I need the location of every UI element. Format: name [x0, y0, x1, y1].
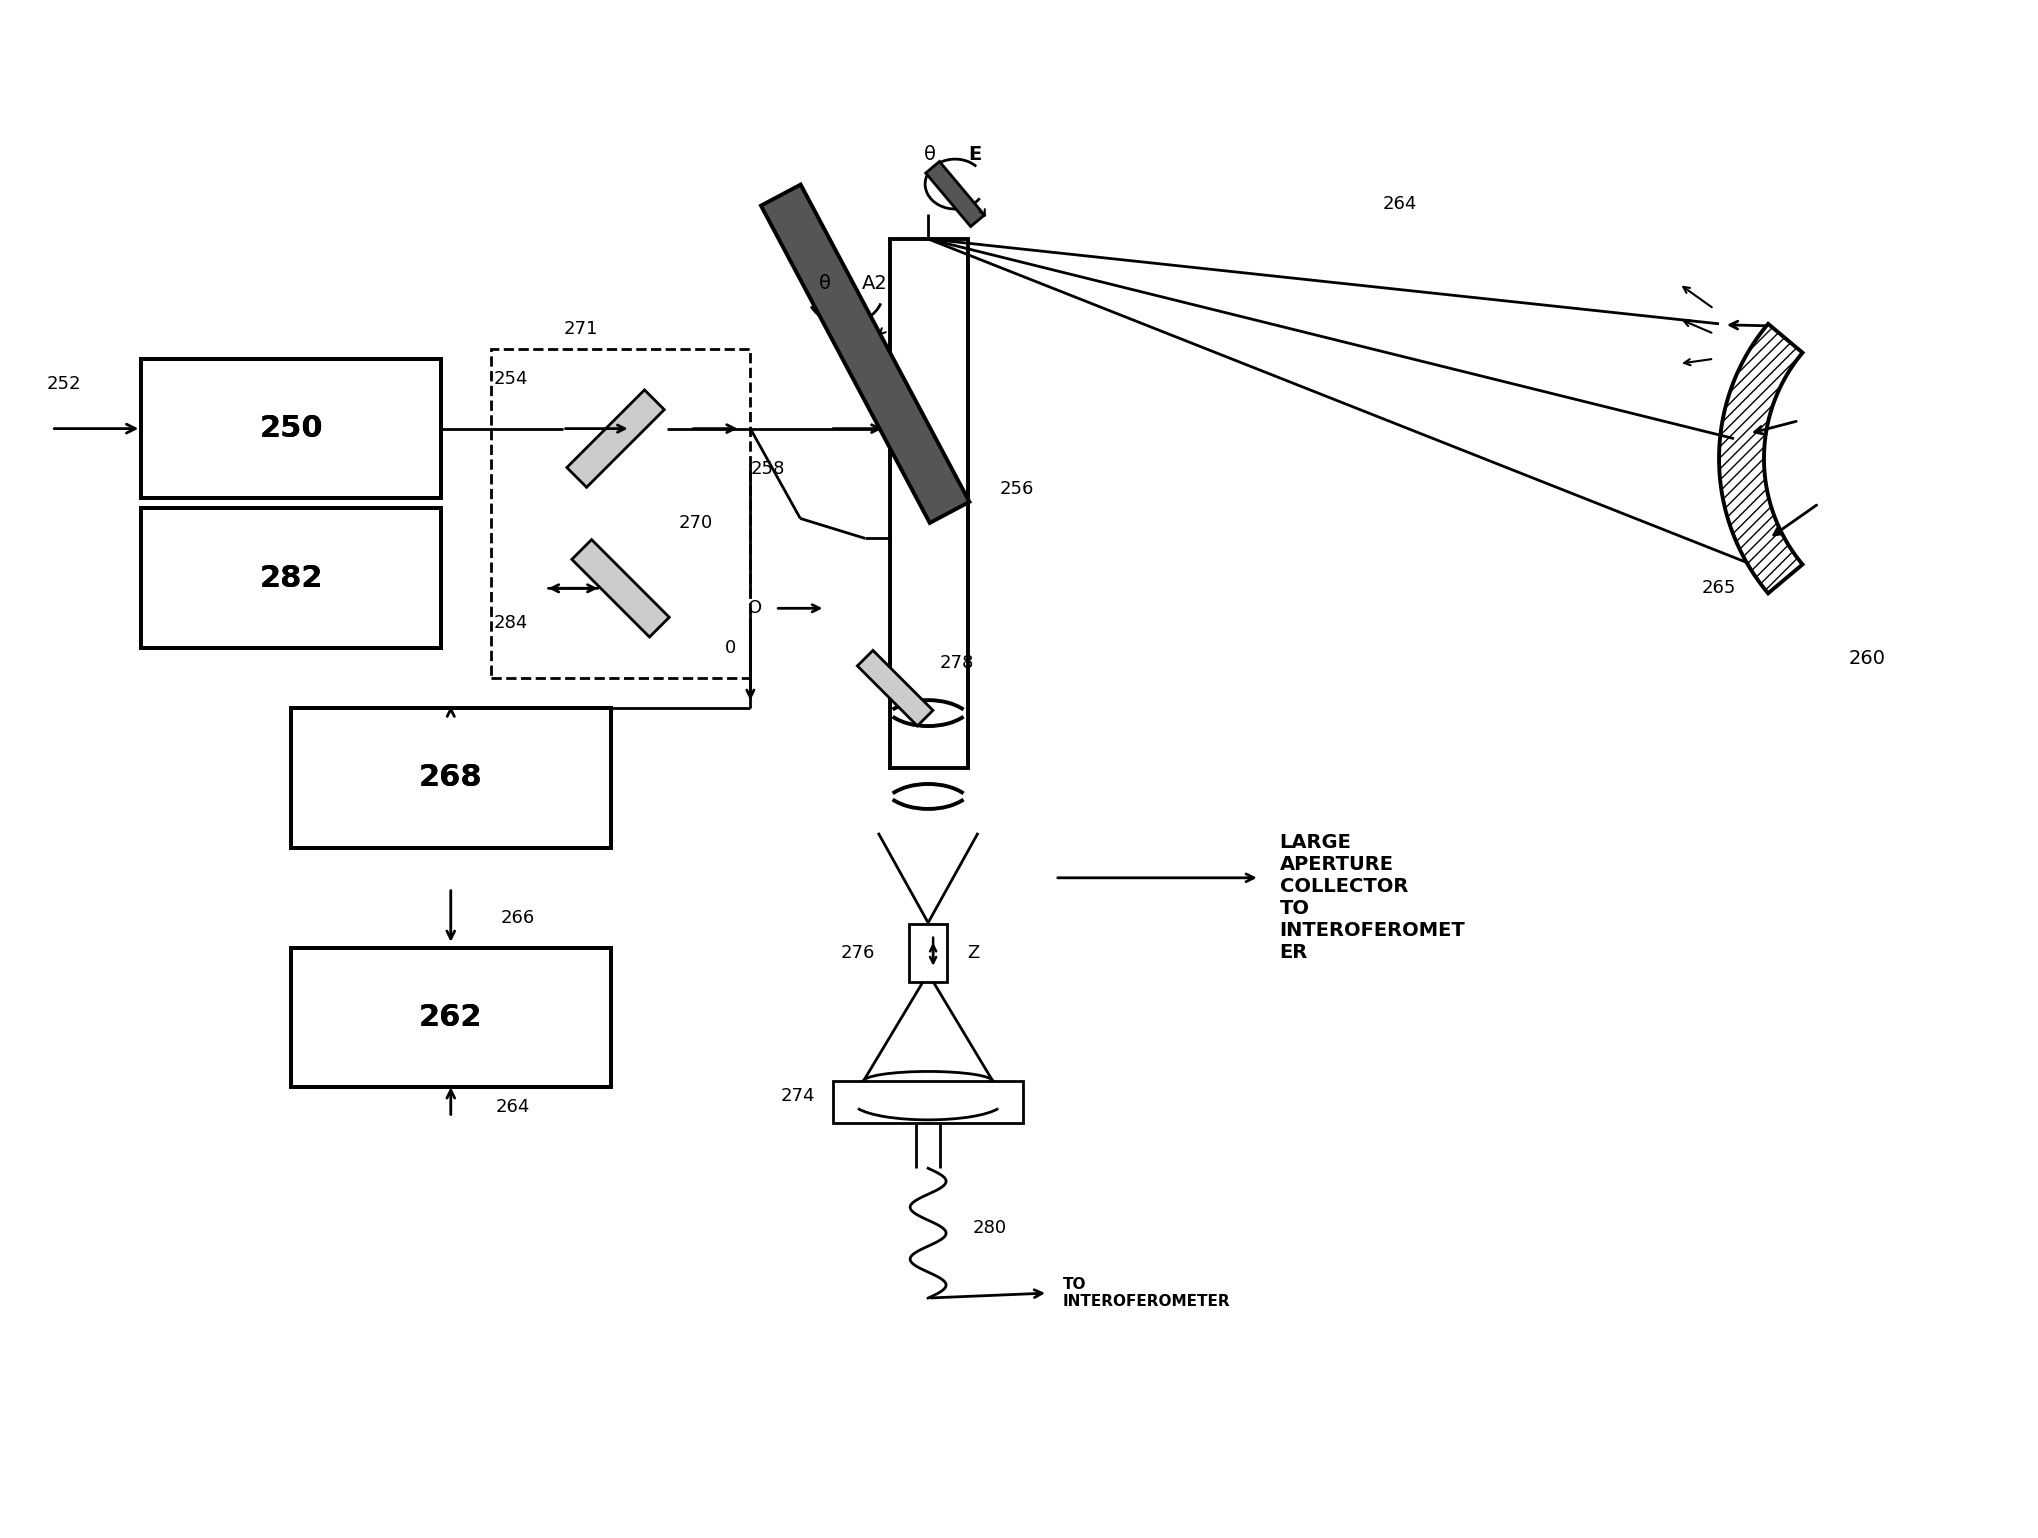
Text: 270: 270 — [679, 514, 713, 532]
Text: 274: 274 — [781, 1087, 815, 1106]
Text: 265: 265 — [1702, 580, 1736, 597]
Bar — [291, 707, 611, 847]
Text: θ: θ — [819, 274, 832, 294]
Bar — [141, 509, 440, 647]
Polygon shape — [925, 161, 984, 226]
Text: 258: 258 — [750, 460, 785, 477]
Text: 268: 268 — [420, 763, 483, 792]
Bar — [291, 947, 611, 1087]
Text: O: O — [748, 600, 762, 617]
Text: 266: 266 — [501, 909, 534, 927]
Text: 264: 264 — [495, 1098, 530, 1117]
Bar — [891, 238, 968, 767]
Text: 280: 280 — [972, 1220, 1007, 1237]
Text: 256: 256 — [1001, 480, 1035, 497]
Text: 254: 254 — [493, 369, 528, 388]
Bar — [491, 349, 750, 678]
Text: 268: 268 — [420, 763, 483, 792]
Bar — [141, 358, 440, 498]
Text: E: E — [968, 145, 982, 163]
Bar — [291, 707, 611, 847]
Text: 250: 250 — [259, 414, 322, 443]
Text: LARGE
APERTURE
COLLECTOR
TO
INTEROFEROMET
ER: LARGE APERTURE COLLECTOR TO INTEROFEROME… — [1280, 834, 1465, 963]
Bar — [834, 1081, 1023, 1123]
Bar — [291, 947, 611, 1087]
Polygon shape — [573, 540, 668, 637]
Text: 282: 282 — [259, 564, 322, 592]
Polygon shape — [567, 391, 664, 488]
Text: θ: θ — [923, 145, 935, 163]
Text: A2: A2 — [862, 274, 889, 294]
Text: 264: 264 — [1382, 195, 1416, 214]
Text: TO
INTEROFEROMETER: TO INTEROFEROMETER — [1064, 1277, 1231, 1309]
Text: 278: 278 — [940, 654, 974, 672]
Bar — [141, 358, 440, 498]
Bar — [141, 509, 440, 647]
Text: 262: 262 — [420, 1003, 483, 1032]
Text: 252: 252 — [47, 375, 82, 392]
Text: 284: 284 — [493, 614, 528, 632]
Polygon shape — [1720, 325, 1802, 594]
Text: 271: 271 — [562, 320, 597, 338]
Text: 262: 262 — [420, 1003, 483, 1032]
Text: 282: 282 — [259, 564, 322, 592]
Polygon shape — [760, 185, 970, 523]
Polygon shape — [858, 651, 933, 726]
Text: 276: 276 — [842, 944, 876, 961]
Text: Z: Z — [966, 944, 978, 961]
Bar — [909, 924, 948, 981]
Text: 250: 250 — [259, 414, 322, 443]
Text: 0: 0 — [726, 640, 736, 657]
Text: 260: 260 — [1848, 649, 1885, 667]
